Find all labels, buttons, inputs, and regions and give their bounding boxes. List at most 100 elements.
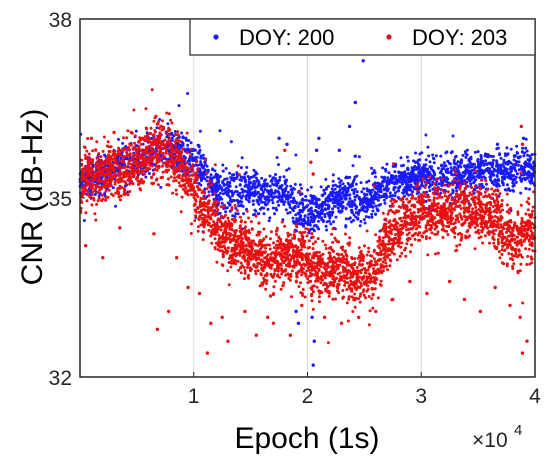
data-point	[117, 146, 121, 150]
data-point	[264, 195, 267, 199]
data-point	[86, 178, 90, 182]
data-point	[442, 175, 446, 179]
data-point	[131, 182, 135, 186]
data-point	[324, 177, 328, 181]
data-point	[233, 215, 237, 218]
data-point	[121, 141, 125, 145]
data-point	[200, 178, 203, 182]
data-point	[379, 279, 383, 283]
data-point	[336, 206, 340, 210]
data-point	[215, 230, 219, 234]
data-point	[317, 227, 321, 231]
data-point	[264, 287, 268, 291]
data-point	[181, 147, 185, 151]
data-point	[321, 252, 325, 256]
data-point	[317, 213, 321, 217]
data-point	[177, 176, 181, 180]
data-point	[482, 185, 485, 189]
data-point	[126, 129, 130, 133]
data-point	[450, 198, 454, 202]
data-point	[458, 243, 462, 247]
data-point	[203, 162, 207, 166]
data-point	[488, 175, 492, 179]
data-point	[106, 140, 110, 144]
data-point	[206, 212, 210, 215]
data-point	[473, 150, 477, 154]
data-point	[213, 163, 217, 167]
data-point	[256, 200, 260, 204]
data-point	[216, 248, 220, 252]
data-point	[376, 198, 380, 202]
data-point	[498, 152, 502, 156]
data-point	[388, 253, 392, 257]
data-point	[524, 137, 528, 141]
data-point	[250, 185, 253, 189]
data-point	[343, 232, 347, 236]
data-point	[400, 181, 404, 185]
data-point	[353, 195, 357, 199]
data-point	[276, 200, 280, 204]
data-point	[363, 244, 366, 248]
data-point	[351, 180, 355, 184]
data-point	[181, 143, 185, 147]
data-point	[404, 246, 408, 250]
data-point	[402, 190, 406, 194]
data-point	[85, 189, 89, 192]
data-point	[200, 216, 204, 220]
data-point	[294, 213, 298, 217]
data-point	[114, 204, 118, 208]
data-point	[248, 193, 252, 197]
data-point	[260, 185, 264, 189]
data-point	[349, 184, 352, 188]
data-point	[430, 226, 434, 230]
data-point	[264, 282, 268, 285]
data-point	[410, 169, 414, 173]
data-point	[214, 184, 218, 188]
data-point	[452, 158, 456, 162]
data-point	[346, 187, 350, 191]
data-point	[235, 190, 239, 194]
data-point	[399, 245, 403, 249]
data-point	[372, 257, 376, 261]
data-point	[94, 218, 98, 222]
data-point	[478, 213, 482, 217]
outlier-point	[285, 142, 289, 146]
data-point	[394, 181, 398, 185]
data-point	[262, 279, 266, 283]
outlier-point	[317, 136, 321, 140]
data-point	[366, 268, 370, 272]
data-point	[405, 190, 408, 193]
data-point	[413, 181, 417, 185]
data-point	[365, 193, 369, 197]
data-point	[226, 269, 230, 273]
data-point	[387, 171, 391, 175]
data-point	[512, 189, 516, 193]
data-point	[331, 227, 335, 231]
data-point	[311, 227, 315, 231]
data-point	[289, 195, 293, 199]
data-point	[324, 270, 328, 274]
outlier-point	[353, 100, 357, 105]
data-point	[478, 173, 482, 177]
data-point	[278, 178, 281, 182]
data-point	[196, 229, 200, 233]
data-point	[515, 160, 519, 164]
data-point	[488, 241, 491, 245]
data-point	[383, 175, 386, 179]
outlier-point	[314, 148, 319, 152]
outlier-point	[353, 154, 357, 158]
data-point	[456, 200, 460, 204]
data-point	[322, 261, 326, 265]
data-point	[277, 236, 281, 240]
data-point	[472, 171, 476, 175]
data-point	[527, 197, 531, 200]
data-point	[252, 168, 256, 172]
data-point	[405, 155, 409, 159]
data-point	[354, 207, 358, 211]
data-point	[458, 164, 462, 167]
data-point	[249, 220, 253, 224]
data-point	[239, 271, 243, 275]
data-point	[109, 145, 113, 149]
data-point	[500, 175, 504, 179]
data-point	[165, 111, 169, 115]
